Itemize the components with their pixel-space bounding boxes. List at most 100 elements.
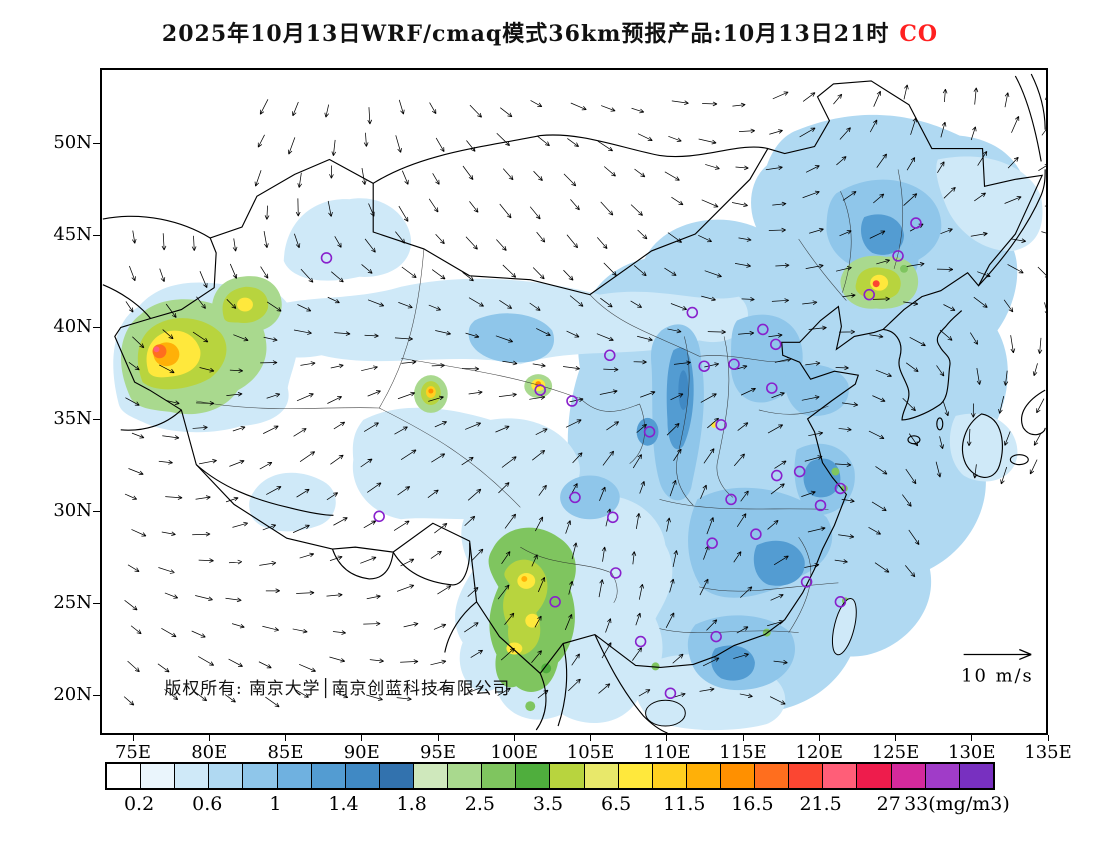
lat-tick-mark [93, 142, 100, 144]
tsushima-island [936, 417, 944, 431]
colorbar-tick-label: 21.5 [799, 793, 842, 815]
lon-tick-label: 85E [267, 742, 304, 763]
kazakh-border-1 [102, 215, 211, 239]
lon-tick-label: 105E [566, 742, 615, 763]
colorbar-cell [618, 764, 653, 788]
lat-tick-mark [93, 234, 100, 236]
mongolia-russia-border [372, 134, 768, 184]
lon-tick-mark [590, 735, 591, 741]
map-canvas: 10 m/s 版权所有: 南京大学│南京创蓝科技有限公司 [102, 73, 1046, 733]
colorbar-tick-label: 0.2 [123, 793, 155, 815]
map-plot: 10 m/s 版权所有: 南京大学│南京创蓝科技有限公司 [100, 68, 1048, 735]
colorbar-tick-label: 11.5 [663, 793, 706, 815]
colorbar-cell [959, 764, 993, 788]
lat-tick-label: 45N [53, 224, 92, 245]
colorbar-cell [482, 764, 517, 788]
russia-coast [978, 169, 1046, 287]
lat-tick-label: 50N [53, 132, 92, 153]
city-marker [892, 250, 904, 262]
colorbar-tick-label: 33(mg/m3) [904, 793, 1010, 815]
shikoku-island [1009, 454, 1029, 466]
lon-tick-mark [285, 735, 286, 741]
colorbar-cell [141, 764, 176, 788]
city-marker [643, 426, 656, 438]
colorbar-tick-label: 2.5 [464, 793, 495, 815]
lon-tick-mark [666, 735, 668, 741]
city-marker [698, 360, 710, 372]
city-marker [800, 576, 813, 588]
laos-border [557, 643, 568, 727]
kyushu-island [961, 413, 1003, 478]
lon-tick-label: 135E [1024, 742, 1072, 763]
city-marker [534, 384, 546, 396]
lon-tick-label: 120E [795, 742, 844, 763]
vietnam-coast [594, 634, 668, 733]
lon-tick-mark [513, 735, 515, 741]
city-marker [604, 349, 616, 362]
colorbar-cell [652, 764, 687, 788]
city-marker [373, 510, 385, 523]
lat-tick-label: 25N [53, 592, 92, 613]
hainan-island [645, 699, 686, 727]
colorbar-tick-label: 1.4 [328, 793, 359, 815]
wind-arrows-layer [123, 84, 1046, 708]
lon-tick-label: 110E [643, 742, 691, 763]
city-marker [609, 567, 622, 579]
colorbar-tick-label: 3.5 [532, 793, 564, 815]
lon-tick-label: 75E [114, 742, 152, 763]
lat-tick-label: 40N [53, 316, 92, 337]
copyright-text: 版权所有: 南京大学│南京创蓝科技有限公司 [164, 678, 510, 699]
lon-tick-label: 100E [490, 742, 539, 763]
colorbar-cell [175, 764, 210, 788]
lon-tick-label: 125E [871, 742, 920, 763]
city-marker [706, 537, 718, 549]
sakhalin-coast [1014, 75, 1042, 162]
myanmar-border [444, 601, 477, 653]
lon-tick-mark [437, 735, 439, 741]
page-title: 2025年10月13日WRF/cmaq模式36km预报产品:10月13日21时 C… [0, 16, 1100, 48]
colorbar-cell [345, 764, 380, 788]
vietnam-border [535, 673, 547, 731]
lat-tick-label: 20N [53, 684, 92, 705]
lat-tick-mark [93, 418, 100, 420]
lon-tick-mark [1047, 735, 1049, 741]
lon-tick-mark [895, 735, 896, 741]
colorbar-cell [311, 764, 346, 788]
city-marker [834, 482, 847, 495]
city-marker [834, 596, 847, 608]
wind-arrows [123, 84, 1046, 708]
city-marker [771, 469, 783, 482]
honshu-edge [1021, 389, 1046, 436]
lon-tick-label: 90E [343, 742, 380, 763]
lon-tick-mark [971, 735, 973, 741]
colorbar-cell [448, 764, 483, 788]
bhutan-border [331, 548, 394, 580]
city-marker [757, 323, 769, 336]
city-marker [814, 499, 827, 512]
pakistan-border [120, 409, 182, 431]
kazakh-border-2 [102, 284, 152, 319]
city-marker [710, 630, 722, 643]
city-markers-layer [320, 217, 922, 700]
colorbar-cell [107, 764, 142, 788]
province-boundaries-layer [196, 169, 904, 634]
wind-scale-label: 10 m/s [961, 665, 1034, 686]
colorbar-tick-label: 1.8 [396, 793, 427, 815]
colorbar-cell [584, 764, 619, 788]
colorbar-cell [379, 764, 414, 788]
lat-tick-label: 30N [53, 500, 92, 521]
colorbar-cell [720, 764, 756, 788]
lat-tick-mark [93, 326, 100, 328]
colorbar-cell [823, 764, 858, 788]
lat-tick-mark [93, 694, 100, 696]
colorbar-cell [925, 764, 960, 788]
colorbar-tick-label: 1 [269, 793, 282, 815]
colorbar [105, 762, 995, 790]
colorbar-tick-label: 6.5 [601, 793, 632, 815]
city-marker [766, 382, 778, 394]
lon-tick-label: 95E [419, 742, 457, 763]
colorbar-cell [686, 764, 721, 788]
colorbar-tick-label: 27 [876, 793, 901, 815]
city-marker [566, 395, 578, 407]
